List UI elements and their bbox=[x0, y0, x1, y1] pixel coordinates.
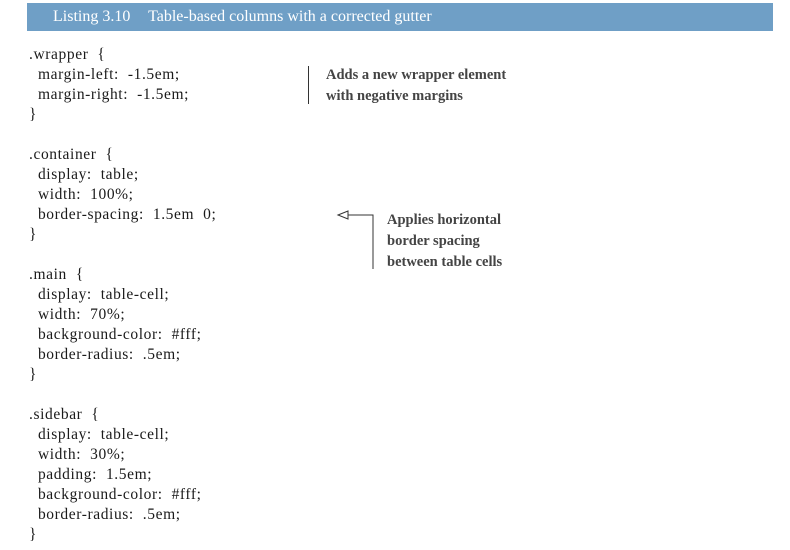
code-line bbox=[29, 385, 216, 405]
annotation-line: Applies horizontal bbox=[387, 212, 501, 228]
annotation-line: with negative margins bbox=[326, 88, 463, 104]
code-line: } bbox=[29, 106, 38, 123]
annotation-wrapper: Adds a new wrapper element with negative… bbox=[326, 65, 506, 107]
code-line: } bbox=[29, 366, 38, 383]
annotation-border-spacing: Applies horizontal border spacing betwee… bbox=[387, 210, 502, 273]
listing-header: Listing 3.10 Table-based columns with a … bbox=[27, 3, 773, 31]
code-line: } bbox=[29, 226, 38, 243]
code-line: background-color: #fff; bbox=[29, 486, 202, 503]
annotation-line: border spacing bbox=[387, 233, 480, 249]
code-line bbox=[29, 245, 216, 265]
code-line: background-color: #fff; bbox=[29, 326, 202, 343]
code-line: border-radius: .5em; bbox=[29, 506, 181, 523]
code-line: width: 70%; bbox=[29, 306, 126, 323]
code-line: .sidebar { bbox=[29, 406, 100, 423]
listing-number: Listing 3.10 bbox=[53, 8, 131, 25]
annotation-line: between table cells bbox=[387, 254, 503, 270]
code-line: } bbox=[29, 526, 38, 543]
code-line: width: 30%; bbox=[29, 446, 126, 463]
code-line: border-spacing: 1.5em 0; bbox=[29, 206, 217, 223]
code-block: .wrapper { margin-left: -1.5em; margin-r… bbox=[29, 45, 216, 545]
annotation-line: Adds a new wrapper element bbox=[326, 67, 507, 83]
code-line: padding: 1.5em; bbox=[29, 466, 153, 483]
code-line: border-radius: .5em; bbox=[29, 346, 181, 363]
code-line: margin-left: -1.5em; bbox=[29, 66, 180, 83]
code-line bbox=[29, 125, 216, 145]
code-line: width: 100%; bbox=[29, 186, 134, 203]
code-line: .main { bbox=[29, 266, 84, 283]
annotation-bracket-line bbox=[308, 66, 309, 104]
code-line: display: table; bbox=[29, 166, 139, 183]
code-line: display: table-cell; bbox=[29, 426, 170, 443]
code-line: .container { bbox=[29, 146, 114, 163]
listing-title: Table-based columns with a corrected gut… bbox=[148, 8, 432, 25]
code-line: .wrapper { bbox=[29, 46, 106, 63]
code-line: margin-right: -1.5em; bbox=[29, 86, 190, 103]
code-line: display: table-cell; bbox=[29, 286, 170, 303]
callout-arrow-icon bbox=[336, 210, 374, 269]
